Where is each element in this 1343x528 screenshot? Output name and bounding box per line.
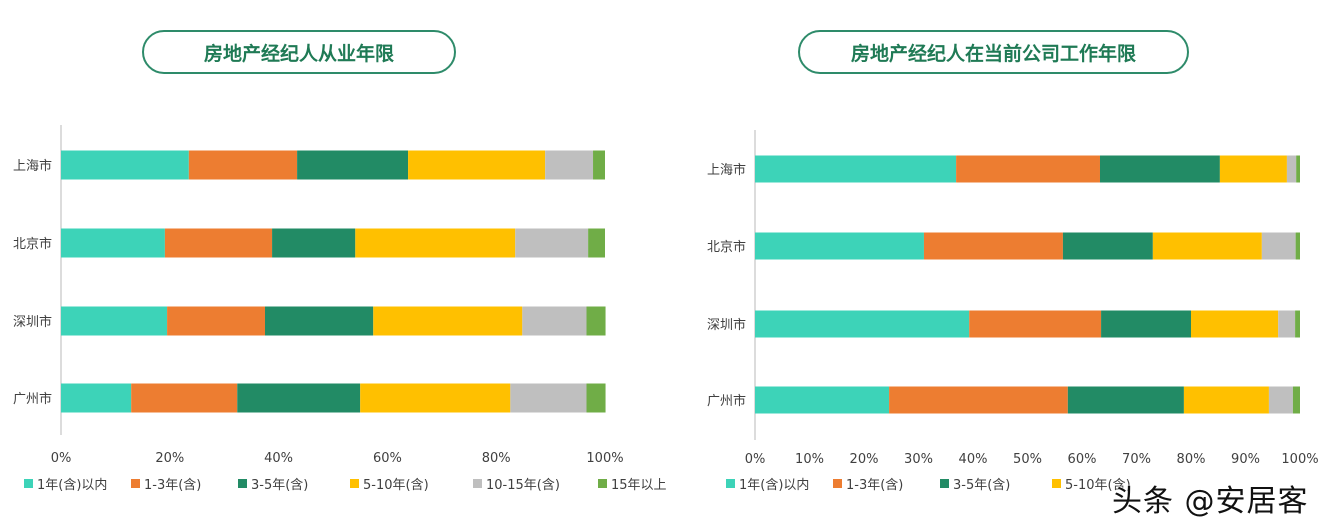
legend-swatch (24, 479, 33, 488)
bar-segment (1099, 155, 1220, 183)
legend-swatch (598, 479, 607, 488)
bar-segment (265, 306, 374, 336)
bar-segment (61, 306, 168, 336)
x-tick-label: 80% (1177, 452, 1206, 467)
legend-label: 15年以上 (611, 478, 667, 493)
bar-segment (588, 228, 605, 258)
bar-segment (755, 386, 890, 414)
x-tick-label: 80% (482, 451, 511, 466)
x-tick-label: 70% (1122, 452, 1151, 467)
x-tick-label: 20% (155, 451, 184, 466)
x-tick-label: 10% (795, 452, 824, 467)
bar-segment (61, 150, 189, 180)
bar-segment (1295, 310, 1300, 338)
legend-swatch (833, 479, 842, 488)
bar-segment (923, 232, 1063, 260)
bar-segment (188, 150, 298, 180)
bar-segment (1101, 310, 1191, 338)
bar-segment (510, 383, 587, 413)
category-label: 深圳市 (13, 314, 52, 330)
bar-segment (755, 310, 970, 338)
bar-segment (1268, 386, 1293, 414)
legend-swatch (473, 479, 482, 488)
bar-segment (1292, 386, 1300, 414)
bar-segment (586, 383, 606, 413)
legend-swatch (940, 479, 949, 488)
legend-label: 3-5年(含) (953, 477, 1010, 493)
legend-swatch (1052, 479, 1061, 488)
x-tick-label: 60% (373, 451, 402, 466)
bar-segment (593, 150, 605, 180)
bar-segment (408, 150, 546, 180)
bar-segment (755, 232, 924, 260)
legend-label: 5-10年(含) (1065, 477, 1131, 493)
legend-label: 3-5年(含) (251, 477, 308, 493)
legend-label: 1年(含)以内 (739, 477, 809, 493)
chart-title-right: 房地产经纪人在当前公司工作年限 (798, 30, 1189, 74)
bar-segment (1152, 232, 1262, 260)
bar-segment (586, 306, 606, 336)
bar-segment (545, 150, 594, 180)
category-label: 上海市 (707, 162, 746, 178)
bar-segment (1278, 310, 1296, 338)
bar-segment (237, 383, 361, 413)
x-tick-label: 40% (264, 451, 293, 466)
bar-segment (755, 155, 957, 183)
bar-segment (167, 306, 265, 336)
legend-label: 1年(含)以内 (37, 477, 107, 493)
legend-label: 5-10年(含) (363, 477, 429, 493)
bar-segment (1295, 232, 1300, 260)
category-label: 广州市 (707, 393, 746, 409)
x-tick-label: 40% (959, 452, 988, 467)
bar-segment (272, 228, 356, 258)
bar-segment (1261, 232, 1296, 260)
chart-title-left: 房地产经纪人从业年限 (142, 30, 456, 74)
x-tick-label: 20% (850, 452, 879, 467)
bar-segment (355, 228, 516, 258)
watermark: 头条 @安居客 (1112, 484, 1309, 519)
bar-segment (61, 383, 132, 413)
bar-segment (1296, 155, 1300, 183)
bar-segment (297, 150, 409, 180)
legend-swatch (726, 479, 735, 488)
category-label: 北京市 (707, 239, 746, 255)
bar-segment (969, 310, 1102, 338)
bar-segment (1067, 386, 1184, 414)
bar-segment (360, 383, 511, 413)
category-label: 北京市 (13, 236, 52, 252)
category-label: 广州市 (13, 391, 52, 407)
bar-segment (515, 228, 589, 258)
legend-label: 10-15年(含) (486, 477, 560, 493)
bar-segment (1219, 155, 1287, 183)
bar-segment (1286, 155, 1297, 183)
category-label: 上海市 (13, 158, 52, 174)
bar-segment (1062, 232, 1153, 260)
bar-segment (956, 155, 1100, 183)
bar-segment (889, 386, 1068, 414)
x-tick-label: 100% (1281, 452, 1318, 467)
legend-swatch (131, 479, 140, 488)
bar-segment (164, 228, 273, 258)
bar-segment (131, 383, 238, 413)
legend-swatch (350, 479, 359, 488)
category-label: 深圳市 (707, 317, 746, 333)
bar-segment (1183, 386, 1269, 414)
x-tick-label: 30% (904, 452, 933, 467)
bar-segment (373, 306, 523, 336)
x-tick-label: 0% (745, 452, 766, 467)
x-tick-label: 60% (1068, 452, 1097, 467)
legend-swatch (238, 479, 247, 488)
bar-segment (61, 228, 165, 258)
bar-segment (522, 306, 587, 336)
x-tick-label: 0% (51, 451, 72, 466)
x-tick-label: 50% (1013, 452, 1042, 467)
x-tick-label: 90% (1231, 452, 1260, 467)
x-tick-label: 100% (586, 451, 623, 466)
bar-segment (1191, 310, 1279, 338)
legend-label: 1-3年(含) (846, 477, 903, 493)
legend-label: 1-3年(含) (144, 477, 201, 493)
